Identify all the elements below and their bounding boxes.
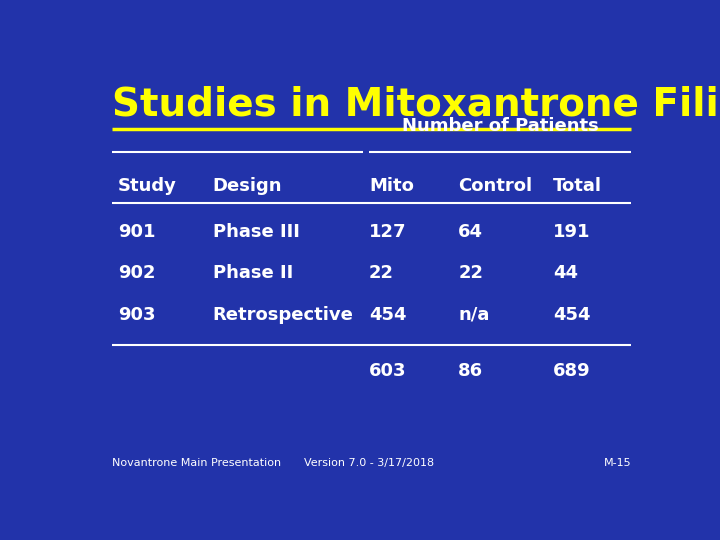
Text: Studies in Mitoxantrone Filing in MS: Studies in Mitoxantrone Filing in MS [112,85,720,124]
Text: 689: 689 [553,362,591,380]
Text: Phase III: Phase III [213,223,300,241]
Text: 454: 454 [369,306,407,324]
Text: 127: 127 [369,223,407,241]
Text: Mito: Mito [369,177,414,195]
Text: 901: 901 [118,223,156,241]
Text: Design: Design [213,177,282,195]
Text: 903: 903 [118,306,156,324]
Text: Control: Control [459,177,532,195]
Text: M-15: M-15 [603,458,631,468]
Text: 191: 191 [553,223,590,241]
Text: Number of Patients: Number of Patients [402,118,598,136]
Text: n/a: n/a [459,306,490,324]
Text: Phase II: Phase II [213,265,293,282]
Text: Total: Total [553,177,602,195]
Text: 454: 454 [553,306,590,324]
Text: 86: 86 [459,362,483,380]
Text: 902: 902 [118,265,156,282]
Text: 603: 603 [369,362,407,380]
Text: 64: 64 [459,223,483,241]
Text: Study: Study [118,177,177,195]
Text: 22: 22 [459,265,483,282]
Text: Novantrone Main Presentation: Novantrone Main Presentation [112,458,282,468]
Text: Version 7.0 - 3/17/2018: Version 7.0 - 3/17/2018 [304,458,434,468]
Text: 44: 44 [553,265,578,282]
Text: 22: 22 [369,265,394,282]
Text: Retrospective: Retrospective [213,306,354,324]
